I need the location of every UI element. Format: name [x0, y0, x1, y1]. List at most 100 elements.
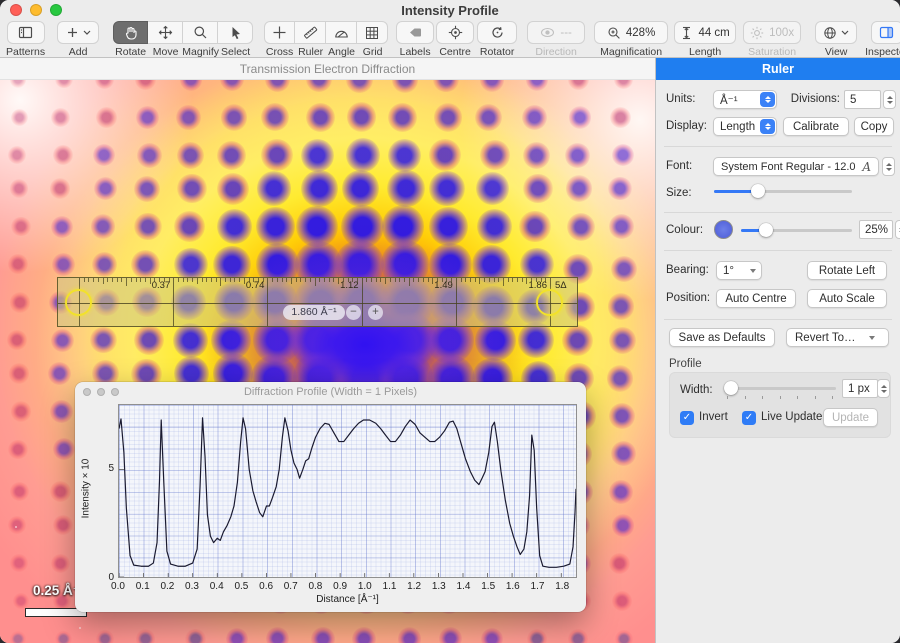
- rotator-button[interactable]: [477, 21, 518, 44]
- patterns-icon: [18, 25, 33, 40]
- popup-arrows-icon: [760, 119, 775, 134]
- toolbar-angle: Angle: [326, 21, 358, 58]
- scale-bar: [25, 608, 87, 617]
- colour-field[interactable]: 25%: [859, 220, 893, 239]
- auto-centre-button[interactable]: Auto Centre: [716, 289, 796, 308]
- magnify-button[interactable]: [183, 21, 219, 44]
- profile-curve: [119, 417, 576, 577]
- toolbar-grid: Grid: [357, 21, 389, 58]
- display-popup[interactable]: Length: [713, 117, 777, 136]
- toolbar-saturation: 100x Saturation: [743, 21, 802, 58]
- length-button[interactable]: 44 cm: [674, 21, 737, 44]
- invert-label: Invert: [699, 411, 728, 423]
- profile-window-titlebar[interactable]: Diffraction Profile (Width = 1 Pixels): [243, 386, 418, 398]
- profile-window-controls: [83, 388, 119, 396]
- calibrate-button[interactable]: Calibrate: [783, 117, 849, 136]
- traffic-lights: [10, 4, 62, 16]
- close-button[interactable]: [10, 4, 22, 16]
- cross-button[interactable]: [264, 21, 296, 44]
- grid-button[interactable]: [357, 21, 389, 44]
- toolbar-move: Move: [148, 21, 184, 58]
- cursor-icon: [229, 26, 242, 40]
- units-label: Units:: [666, 93, 696, 105]
- tool-mode-group: Rotate Move Magnify Select: [113, 21, 254, 58]
- view-button[interactable]: [815, 21, 858, 44]
- zoom-in-icon: [607, 26, 621, 40]
- increase-button[interactable]: +: [368, 305, 383, 320]
- live-update-label: Live Update: [761, 411, 823, 423]
- minimize-button[interactable]: [30, 4, 42, 16]
- chevron-down-icon: [83, 30, 91, 35]
- zoom-button[interactable]: [111, 388, 119, 396]
- eye-icon: [540, 27, 555, 38]
- magnifier-icon: [193, 25, 208, 40]
- divisions-label: Divisions:: [790, 93, 840, 105]
- units-popup[interactable]: Å⁻¹: [713, 90, 777, 109]
- zoom-button[interactable]: [50, 4, 62, 16]
- toolbar-ruler: Ruler: [295, 21, 327, 58]
- size-slider[interactable]: [714, 184, 852, 198]
- divisions-stepper[interactable]: [883, 90, 896, 109]
- width-label: Width:: [680, 384, 713, 396]
- colour-swatch[interactable]: [714, 220, 733, 239]
- toolbar-magnify: Magnify: [182, 21, 219, 58]
- ruler-icon: [303, 25, 318, 40]
- inspector-title: Ruler: [656, 58, 900, 80]
- target-icon: [448, 25, 463, 40]
- position-label: Position:: [666, 292, 711, 304]
- display-label: Display:: [666, 120, 707, 132]
- divisions-field[interactable]: 5: [844, 90, 881, 109]
- plus-icon: [66, 26, 79, 39]
- size-label: Size:: [666, 187, 692, 199]
- copy-button[interactable]: Copy: [854, 117, 894, 136]
- colour-stepper2[interactable]: [895, 220, 900, 239]
- invert-checkbox[interactable]: ✓: [680, 411, 694, 425]
- y-axis-label: Intensity × 10: [80, 458, 92, 519]
- add-button[interactable]: [57, 21, 100, 44]
- live-update-checkbox[interactable]: ✓: [742, 411, 756, 425]
- magnification-button[interactable]: 428%: [594, 21, 669, 44]
- direction-value: ---: [560, 26, 572, 39]
- minimize-button[interactable]: [97, 388, 105, 396]
- width-field[interactable]: 1 px: [842, 379, 878, 398]
- ruler-tool-button[interactable]: [295, 21, 327, 44]
- toolbar-patterns: Patterns: [6, 21, 45, 58]
- auto-scale-button[interactable]: Auto Scale: [807, 289, 887, 308]
- window-titlebar[interactable]: Intensity Profile: [0, 0, 900, 20]
- labels-button[interactable]: [396, 21, 435, 44]
- font-label: Font:: [666, 160, 693, 172]
- saturation-value: 100x: [769, 26, 795, 39]
- angle-button[interactable]: [326, 21, 358, 44]
- font-stepper[interactable]: [882, 157, 895, 176]
- revert-button[interactable]: Revert To…: [786, 328, 889, 347]
- toolbar-rotator: Rotator: [476, 21, 518, 58]
- select-cursor-button[interactable]: [218, 21, 254, 44]
- toolbar-select: Select: [218, 21, 254, 58]
- centre-button[interactable]: [436, 21, 475, 44]
- chevron-down-icon: [869, 335, 875, 340]
- rotate-left-button[interactable]: Rotate Left: [807, 261, 887, 280]
- ruler-start-handle[interactable]: [65, 289, 92, 316]
- profile-plot: [118, 404, 577, 578]
- toolbar-view: View: [815, 21, 858, 58]
- save-defaults-button[interactable]: Save as Defaults: [669, 328, 775, 347]
- width-stepper[interactable]: [877, 379, 890, 398]
- toolbar-length: 44 cm Length: [674, 21, 737, 58]
- colour-slider[interactable]: [741, 223, 852, 237]
- rotate-button[interactable]: [113, 21, 149, 44]
- width-slider[interactable]: [724, 381, 836, 395]
- ruler-end-handle[interactable]: [536, 289, 563, 316]
- move-icon: [158, 25, 173, 40]
- ruler-overlay[interactable]: 0.37 0.74 1.12 1.49 1.86 5Δ 1.860 Å⁻¹ − +: [57, 277, 578, 327]
- patterns-button[interactable]: [6, 21, 45, 44]
- annotation-group: Cross Ruler Angle Grid: [264, 21, 389, 58]
- bearing-combo[interactable]: 1°: [716, 261, 762, 280]
- move-icon-button[interactable]: [148, 21, 184, 44]
- inspector-button[interactable]: [870, 21, 900, 44]
- crosshair-icon: [272, 25, 287, 40]
- diffraction-pattern[interactable]: 0.25 Å⁻¹ 0.37 0.74 1.12 1.49 1.86 5Δ 1.860 Å…: [0, 80, 655, 643]
- font-field[interactable]: System Font Regular - 12.0 A: [713, 157, 879, 176]
- close-button[interactable]: [83, 388, 91, 396]
- decrease-button[interactable]: −: [346, 305, 361, 320]
